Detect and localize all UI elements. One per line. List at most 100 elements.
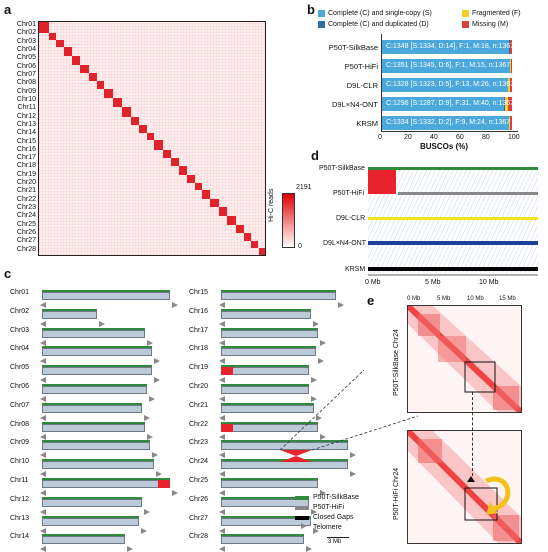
chromosome-label: Chr20 [189,383,208,390]
chromosome-bar [42,346,152,356]
telomere-icon [219,509,225,515]
x-tick-label: 80 [482,134,490,141]
chromosome-label: Chr21 [0,187,36,194]
busco-segment [511,59,512,73]
chromosome-label: Chr21 [189,402,208,409]
telomere-icon [40,452,46,458]
legend-swatch-fragmented [462,10,469,17]
hic-diagonal-block [244,233,251,241]
chromosome-bar [42,440,150,450]
telomere-icon [40,415,46,421]
chromosome-label: Chr18 [0,162,36,169]
chromosome-label: Chr09 [0,88,36,95]
hic-map-hifi-svg [408,431,521,543]
hic-diagonal-block [64,47,72,56]
chromosome-label: Chr23 [189,439,208,446]
e-bottom-label: P50T-HiFi Chr24 [393,468,400,520]
telomere-icon [219,377,225,383]
chromosome-label: Chr13 [0,121,36,128]
telomere-icon [219,471,225,477]
telomere-icon [306,546,312,552]
chromosome-label: Chr24 [189,458,208,465]
chromosome-label: Chr27 [189,515,208,522]
hic-diagonal-block [89,73,97,81]
busco-row-text: C:1334 [S:1332, D:2], F:9, M:24, n:1367 [386,119,510,126]
chromosome-bar [42,309,97,319]
chromosome-bar [42,290,170,300]
chromosome-label: Chr01 [10,289,29,296]
chromosome-bar [42,497,142,507]
panel-label-d: d [311,148,319,163]
chromosome-label: Chr17 [0,154,36,161]
telomere-icon [219,340,225,346]
track-label-silkbase: P50T-SilkBase [319,165,365,172]
hic-diagonal-block [236,225,244,233]
chromosome-label: Chr16 [0,146,36,153]
chromosome-label: Chr25 [0,221,36,228]
chromosome-label: Chr04 [0,46,36,53]
telomere-icon [219,358,225,364]
chromosome-label: Chr02 [10,308,29,315]
legend-swatch-missing [462,21,469,28]
hic-diagonal-block [259,248,265,255]
telomere-icon [40,396,46,402]
busco-row: C:1351 [S:1345, D:6], F:1, M:15, n:1367 [382,59,517,73]
legend-single: Complete (C) and single-copy (S) [328,10,432,17]
legend-swatch-silkbase [295,496,309,500]
hic-heatmap [38,21,266,256]
colorbar-label: Hi-C reads [268,189,275,222]
hic-diagonal-block [171,158,178,166]
legend-gaps: Closed Gaps [313,514,353,521]
busco-row: C:1334 [S:1332, D:2], F:9, M:24, n:1367 [382,116,517,130]
telomere-icon [144,415,150,421]
telomere-icon [99,321,105,327]
chromosome-bar [42,459,154,469]
telomere-icon [219,396,225,402]
x-tick-label: 0 [378,134,382,141]
hic-map-silkbase [407,305,522,413]
chromosome-label: Chr07 [10,402,29,409]
track-label-hifi: P50T-HiFi [333,190,364,197]
chromosome-label: Chr01 [0,21,36,28]
x-tick-label: 40 [430,134,438,141]
legend-swatch-hifi [295,506,309,510]
chromosome-label: Chr15 [0,138,36,145]
x-axis-line [381,131,518,132]
telomere-icon [147,434,153,440]
track-label-clr: D9L-CLR [336,215,365,222]
hic-diagonal-block [210,199,218,208]
telomere-icon [156,471,162,477]
telomere-icon [219,528,225,534]
chromosome-bar [221,290,336,300]
x-axis-title: BUSCOs (%) [420,142,468,151]
chromosome-bar [42,328,145,338]
telomere-icon [172,302,178,308]
track-krsm [368,267,538,271]
chromosome-label: Chr25 [189,477,208,484]
legend-swatch-duplicated [318,21,325,28]
hic-diagonal-block [131,117,139,125]
telomere-icon [219,415,225,421]
chromosome-label: Chr07 [0,71,36,78]
busco-row: C:1348 [S:1334, D:14], F:1, M:18, n:1367 [382,40,517,54]
telomere-icon [40,377,46,383]
hic-diagonal-block [104,89,112,98]
busco-row-label: D9L×N4-ONT [298,100,378,109]
dashed-link-3 [472,392,474,476]
chromosome-label: Chr17 [189,327,208,334]
busco-row-label: KRSM [298,119,378,128]
telomere-icon [40,358,46,364]
chromosome-bar [42,365,152,375]
e-tick-15: 15 Mb [499,296,516,302]
telomere-icon [301,523,307,529]
hic-diagonal-block [139,125,147,133]
busco-row-text: C:1328 [S:1323, D:5], F:13, M:26, n:1367 [386,81,514,88]
chromosome-label: Chr09 [10,439,29,446]
legend-fragmented: Fragmented (F) [472,10,521,17]
chromosome-label: Chr19 [189,364,208,371]
legend-telomere: Telomere [313,524,342,531]
hic-diagonal-block [147,133,154,140]
hic-diagonal-block [154,140,164,150]
track-label-krsm: KRSM [345,266,365,273]
telomere-icon [219,321,225,327]
